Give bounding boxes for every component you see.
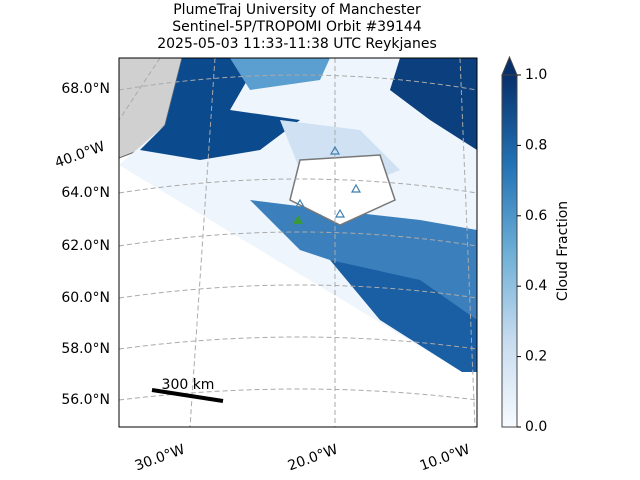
colorbar: [501, 74, 518, 428]
map-frame: [118, 57, 478, 428]
colorbar-tick-label: 0.4: [525, 278, 547, 294]
lat-label: 60.0°N: [61, 290, 110, 306]
colorbar-tick-label: 1.0: [525, 67, 547, 83]
scale-bar: [151, 388, 224, 403]
lat-label: 62.0°N: [61, 238, 110, 254]
volcano-marker: [293, 215, 303, 224]
lon-label: 10.0°W: [418, 442, 472, 475]
colorbar-tick-label: 0.6: [525, 208, 547, 224]
title-line: 2025-05-03 11:33-11:38 UTC Reykjanes: [157, 36, 437, 52]
lon-label: 20.0°W: [286, 442, 340, 475]
colorbar-tick-label: 0.2: [525, 349, 547, 365]
lon-label: 30.0°W: [133, 442, 187, 475]
lat-label: 68.0°N: [61, 81, 110, 97]
title-line: Sentinel-5P/TROPOMI Orbit #39144: [172, 19, 422, 35]
colorbar-label: Cloud Fraction: [555, 201, 571, 301]
lat-label: 58.0°N: [61, 341, 110, 357]
lat-label: 64.0°N: [61, 185, 110, 201]
lon-label: 40.0°W: [53, 139, 107, 172]
colorbar-extend: [501, 55, 518, 76]
scale-label: 300 km: [162, 377, 215, 393]
colorbar-tick-label: 0.8: [525, 137, 547, 153]
colorbar-tick-label: 0.0: [525, 419, 547, 435]
map-area: [119, 58, 477, 427]
lat-label: 56.0°N: [61, 392, 110, 408]
title-line: PlumeTraj University of Manchester: [173, 2, 421, 18]
